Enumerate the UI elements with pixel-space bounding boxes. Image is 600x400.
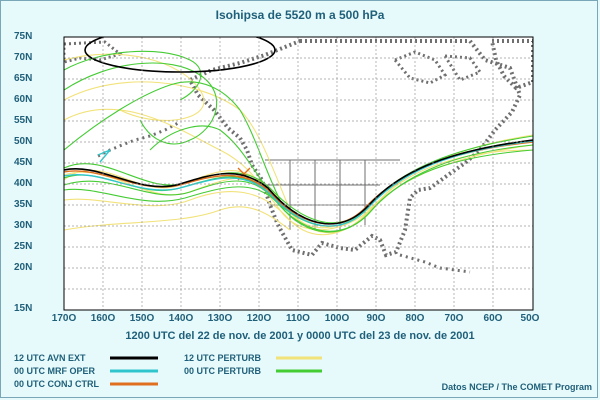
lon-label-160o: 160O [90,313,116,324]
data-credit: Datos NCEP / The COMET Program [441,382,592,392]
lat-label-75n: 75N [14,31,33,42]
lon-label-50o: 50O [520,313,540,324]
lon-label-170o: 170O [51,313,77,324]
lon-label-140o: 140O [168,313,194,324]
legend-label-00-perturb: 00 UTC PERTURB [184,366,262,376]
lat-label-20n: 20N [14,262,33,273]
lon-label-100o: 100O [324,313,350,324]
greenland-landmass [489,39,533,91]
lat-label-30n: 30N [14,220,33,231]
north-america-landmass [187,39,523,258]
lat-label-55n: 55N [14,115,33,126]
lon-label-130o: 130O [207,313,233,324]
lat-label-35n: 35N [14,199,33,210]
lat-label-50n: 50N [14,136,33,147]
asia-landmass [64,40,124,64]
legend-swatches [110,356,322,386]
series-12-utc-avn-ext [64,37,533,225]
lon-label-110o: 110O [286,313,310,324]
graticule [64,37,533,310]
lon-label-150o: 150O [129,313,155,324]
legend-label-conj-ctrl: 00 UTC CONJ CTRL [14,379,100,389]
lat-label-15n: 15N [14,303,33,314]
map-title: Isohipsa de 5520 m a 500 hPa [215,8,385,22]
map-border [63,36,534,311]
arctic-islands [392,50,483,85]
lon-label-90o: 90O [366,313,386,324]
lat-label-25n: 25N [14,241,33,252]
map-subtitle: 1200 UTC del 22 de nov. de 2001 y 0000 U… [125,330,475,342]
legend-label-12-perturb: 12 UTC PERTURB [184,353,262,363]
legend-label-mrf-oper: 00 UTC MRF OPER [14,366,96,376]
lat-label-65n: 65N [14,73,33,84]
lon-label-60o: 60O [483,313,503,324]
legend-label-avn-ext: 12 UTC AVN EXT [14,353,86,363]
lat-label-45n: 45N [14,157,33,168]
political-borders [265,159,400,230]
lon-label-120o: 120O [246,313,272,324]
lon-label-70o: 70O [444,313,464,324]
lat-label-60n: 60N [14,94,33,105]
lat-label-40n: 40N [14,178,33,189]
lat-label-70n: 70N [14,52,33,63]
lon-label-80o: 80O [405,313,425,324]
